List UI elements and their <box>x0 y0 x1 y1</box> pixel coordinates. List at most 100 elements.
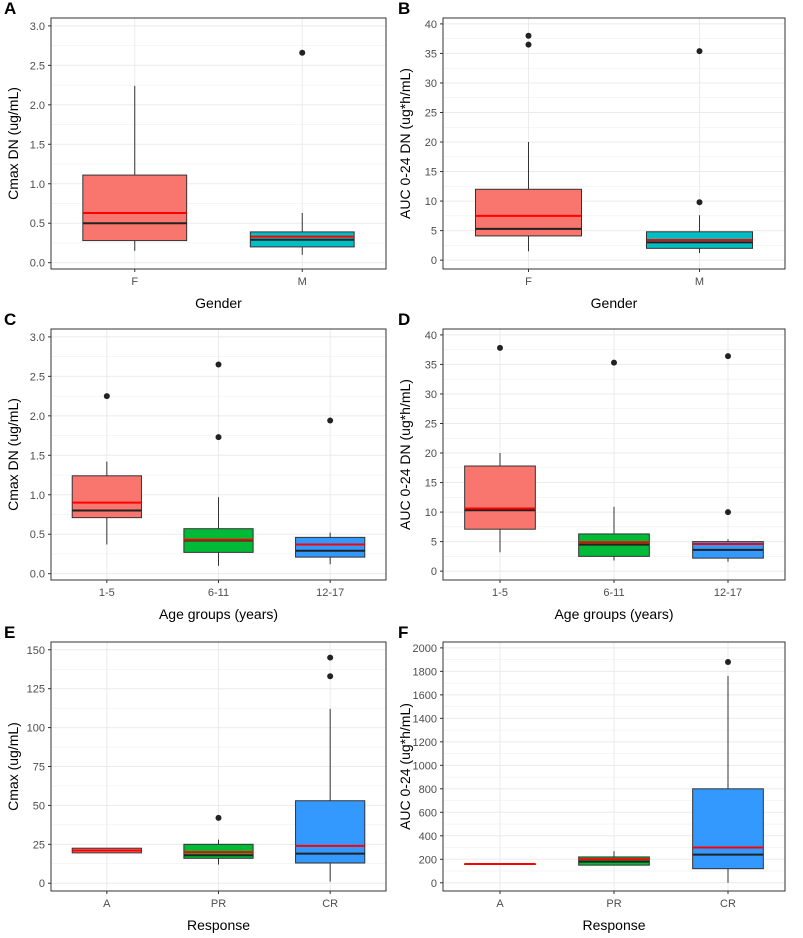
outlier-point <box>611 359 617 366</box>
box-body <box>295 800 366 864</box>
panel-a: A 0.0 0.5 1.0 1.5 2.0 2.5 3.0 F M Gender Cmax DN (u… <box>4 0 387 311</box>
panel-label: A <box>4 0 16 18</box>
x-tick-label: A <box>103 898 111 910</box>
y-tick-label: 15 <box>425 167 437 179</box>
x-tick-label: M <box>695 276 704 288</box>
x-tick-label: F <box>525 276 532 288</box>
y-tick-label: 800 <box>419 784 437 796</box>
y-tick-label: 75 <box>33 762 45 774</box>
y-tick-label: 5 <box>431 537 437 549</box>
box-a <box>71 847 142 854</box>
box-m <box>645 48 754 254</box>
x-tick-label: 6-11 <box>208 587 229 599</box>
box-a <box>464 862 536 865</box>
y-axis-title: AUC 0-24 (ug*h/mL) <box>397 703 413 830</box>
box-12-17 <box>692 353 764 562</box>
outlier-point <box>525 32 532 39</box>
y-tick-label: 0 <box>39 878 45 890</box>
y-axis-title: Cmax DN (ug/mL) <box>5 398 21 511</box>
x-axis-title: Response <box>582 917 645 933</box>
x-tick-label: PR <box>211 898 226 910</box>
y-tick-label: 150 <box>27 645 45 657</box>
y-tick-label: 0.5 <box>30 218 45 230</box>
y-tick-label: 1.0 <box>30 179 45 191</box>
y-tick-label: 25 <box>425 107 437 119</box>
outlier-point <box>497 344 503 351</box>
y-tick-label: 3.0 <box>30 21 45 33</box>
y-tick-label: 200 <box>419 854 437 866</box>
y-tick-label: 100 <box>27 723 45 735</box>
panel-f: F 0 200 400 600 800 1000 1200 1400 1600 1800 2000 A P… <box>397 623 786 933</box>
x-tick-label: M <box>298 276 307 288</box>
y-tick-label: 1400 <box>413 713 437 725</box>
y-tick-label: 5 <box>431 226 437 238</box>
box-cr <box>295 654 366 882</box>
y-tick-label: 10 <box>425 196 437 208</box>
y-tick-label: 0.0 <box>30 569 45 581</box>
panel-label: E <box>4 623 15 642</box>
y-tick-label: 50 <box>33 800 45 812</box>
x-tick-label: CR <box>322 898 338 910</box>
x-axis-title: Response <box>187 917 250 933</box>
y-axis-title: AUC 0-24 DN (ug*h/mL) <box>397 68 413 219</box>
y-tick-label: 10 <box>425 507 437 519</box>
panel-border <box>50 17 387 270</box>
y-axis-title: AUC 0-24 DN (ug*h/mL) <box>397 379 413 530</box>
box-1-5 <box>71 393 142 545</box>
outlier-point <box>327 417 334 424</box>
y-tick-label: 30 <box>425 389 437 401</box>
y-tick-label: 25 <box>33 839 45 851</box>
box-pr <box>183 814 254 865</box>
y-tick-label: 3.0 <box>30 332 45 344</box>
outlier-point <box>299 49 306 56</box>
panel-e: E 0 25 50 75 100 125 150 A PR CR Response Cmax (ug/m… <box>4 623 387 933</box>
box-m <box>249 49 355 255</box>
x-axis-title: Age groups (years) <box>554 606 673 622</box>
outlier-point <box>696 48 703 55</box>
box-12-17 <box>295 417 366 565</box>
outlier-point <box>696 199 703 206</box>
y-tick-label: 40 <box>425 330 437 342</box>
y-tick-label: 25 <box>425 418 437 430</box>
box-body <box>295 536 366 558</box>
outlier-point <box>327 673 334 680</box>
y-tick-label: 40 <box>425 19 437 31</box>
panel-label: C <box>4 310 16 329</box>
x-tick-label: A <box>496 898 504 910</box>
y-tick-label: 20 <box>425 448 437 460</box>
panel-border <box>442 17 786 270</box>
outlier-point <box>725 509 731 516</box>
panel-border <box>442 641 786 892</box>
panel-b: B 0 5 10 15 20 25 30 35 40 F M Gender AUC 0-24 DN (ug… <box>397 0 786 311</box>
box-1-5 <box>464 344 536 553</box>
y-tick-label: 2.0 <box>30 100 45 112</box>
x-tick-label: 12-17 <box>714 587 742 599</box>
y-tick-label: 0.5 <box>30 529 45 541</box>
y-tick-label: 35 <box>425 48 437 60</box>
y-tick-label: 1000 <box>413 760 437 772</box>
x-tick-label: 1-5 <box>99 587 115 599</box>
panel-label: D <box>398 310 410 329</box>
y-tick-label: 1600 <box>413 690 437 702</box>
y-tick-label: 1.5 <box>30 139 45 151</box>
box-body <box>464 465 536 530</box>
panel-border <box>50 641 387 892</box>
box-6-11 <box>183 361 254 566</box>
outlier-point <box>525 41 532 48</box>
outlier-point <box>215 434 222 441</box>
outlier-point <box>327 654 334 661</box>
y-tick-label: 15 <box>425 478 437 490</box>
box-body <box>82 174 188 242</box>
box-body <box>692 788 764 870</box>
outlier-point <box>215 361 222 368</box>
box-6-11 <box>578 359 650 561</box>
panel-c: C 0.0 0.5 1.0 1.5 2.0 2.5 3.0 1-5 6-11 12-17 Age gr… <box>4 310 387 622</box>
y-tick-label: 125 <box>27 684 45 696</box>
y-tick-label: 0 <box>431 255 437 267</box>
y-tick-label: 2.5 <box>30 60 45 72</box>
y-tick-label: 1800 <box>413 666 437 678</box>
x-tick-label: 12-17 <box>316 587 344 599</box>
outlier-point <box>725 353 731 360</box>
box-f <box>82 85 188 251</box>
